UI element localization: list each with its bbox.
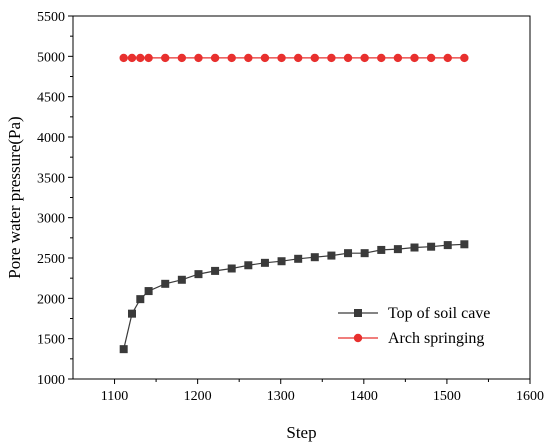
y-tick-label: 1000 [37,373,65,388]
y-tick-label: 2000 [37,292,65,307]
data-point [294,254,303,263]
x-tick-label: 1100 [101,389,128,404]
data-point [119,53,128,63]
data-point [244,261,253,270]
data-point [443,241,452,250]
y-tick-label: 2500 [37,252,65,267]
data-point [177,53,187,63]
data-point [393,245,402,254]
data-point [460,240,469,249]
x-tick-label: 1600 [516,389,544,404]
data-point [227,53,236,63]
series-arch-springing [119,53,469,63]
data-point [327,251,336,260]
data-point [360,53,369,63]
data-point [144,53,153,63]
data-point [343,53,353,63]
x-tick-label: 1300 [267,389,295,404]
y-tick-label: 5000 [37,50,65,65]
y-axis-label: Pore water pressure(Pa) [5,116,24,278]
data-point [194,53,203,63]
data-point [377,245,386,254]
y-tick-label: 3500 [37,171,65,186]
data-point [161,279,170,288]
data-point [410,243,419,252]
y-tick-label: 3000 [37,212,65,227]
legend-item: Arch springing [338,330,484,347]
legend-label: Top of soil cave [388,305,490,322]
y-tick-label: 5500 [37,10,65,25]
data-point [119,345,128,354]
x-axis-label: Step [286,423,316,442]
data-point [327,53,336,63]
legend: Top of soil cave Arch springing [338,305,490,347]
x-axis-ticks: 1100 1200 1300 1400 1500 1600 [101,379,544,404]
series-top-of-soil-cave [119,240,469,354]
data-point [460,53,469,63]
data-point [144,287,153,296]
data-point [194,270,203,279]
legend-item: Top of soil cave [338,305,490,322]
x-tick-label: 1400 [350,389,378,404]
series-layer [119,53,469,354]
data-point [210,53,220,63]
data-point [293,53,303,63]
data-point [393,53,403,63]
data-point [344,249,353,258]
legend-label: Arch springing [388,330,484,347]
y-axis-ticks: 1000 1500 2000 2500 3000 3500 4000 4500 5000 5500 [37,10,73,388]
data-point [161,53,170,63]
data-point [244,53,253,63]
data-point [410,53,419,63]
data-point [426,53,436,63]
x-tick-label: 1500 [433,389,461,404]
legend-marker [353,333,363,343]
data-point [360,249,369,258]
y-tick-label: 4000 [37,131,65,146]
data-point [260,53,270,63]
data-point [310,253,319,262]
data-point [277,53,286,63]
legend-marker [354,309,362,317]
y-tick-label: 1500 [37,333,65,348]
data-point [227,264,236,273]
data-point [136,53,145,63]
x-tick-label: 1200 [184,389,212,404]
y-tick-label: 4500 [37,91,65,106]
data-point [310,53,319,63]
data-point [260,258,269,267]
data-point [277,257,286,266]
data-point [127,309,136,318]
plot-area-frame [72,15,531,380]
data-point [427,242,436,251]
data-point [136,295,145,304]
data-point [443,53,452,63]
data-point [377,53,386,63]
data-point [127,53,137,63]
data-point [177,275,186,284]
plot-border [72,15,531,380]
data-point [211,266,220,275]
